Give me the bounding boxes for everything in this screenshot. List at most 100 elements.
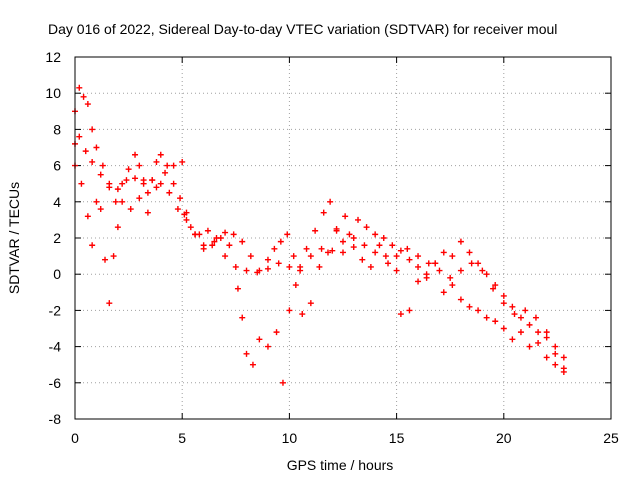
x-tick-label: 15 xyxy=(389,430,405,446)
data-point xyxy=(355,216,362,223)
data-point xyxy=(200,245,207,252)
y-tick-label: 12 xyxy=(45,49,61,65)
data-point xyxy=(162,169,169,176)
data-point xyxy=(153,184,160,191)
data-point xyxy=(500,325,507,332)
data-point xyxy=(204,227,211,234)
data-point xyxy=(97,206,104,213)
data-point xyxy=(532,314,539,321)
data-point xyxy=(312,227,319,234)
tick-layer: 0 5 10 15 20 25 -8 -6 -4 -2 0 2 4 6 8 10 12 xyxy=(45,49,619,446)
data-point xyxy=(170,162,177,169)
data-point xyxy=(84,101,91,108)
data-point xyxy=(404,245,411,252)
data-point xyxy=(299,311,306,318)
data-point xyxy=(457,296,464,303)
data-point xyxy=(217,235,224,241)
data-point xyxy=(264,256,271,263)
y-tick-label: 6 xyxy=(53,158,61,174)
data-point xyxy=(380,235,387,241)
data-point xyxy=(119,198,126,205)
data-point xyxy=(78,180,85,187)
data-point xyxy=(271,245,278,252)
data-point xyxy=(466,303,473,310)
data-point xyxy=(511,311,518,318)
series-track-c xyxy=(72,158,567,386)
data-point xyxy=(367,263,374,270)
data-point xyxy=(303,245,310,252)
data-point xyxy=(324,249,331,256)
data-point xyxy=(112,198,119,205)
data-point xyxy=(166,189,173,196)
data-point xyxy=(230,231,237,238)
x-axis-label: GPS time / hours xyxy=(287,457,394,473)
data-point xyxy=(340,249,346,256)
data-point xyxy=(132,175,139,182)
data-point xyxy=(82,148,89,155)
data-point xyxy=(170,180,177,187)
data-point xyxy=(284,231,291,238)
data-point xyxy=(492,318,499,325)
data-point xyxy=(123,177,130,184)
data-point xyxy=(372,249,379,256)
data-point xyxy=(264,265,271,272)
data-point xyxy=(492,282,499,289)
data-point xyxy=(316,263,323,270)
data-point xyxy=(552,361,559,368)
data-point xyxy=(535,339,542,346)
data-point xyxy=(290,253,297,260)
data-point xyxy=(144,209,151,216)
data-point xyxy=(500,300,507,307)
plot-frame xyxy=(74,56,612,420)
data-point xyxy=(406,256,413,263)
data-point xyxy=(543,329,550,336)
data-point xyxy=(106,180,113,187)
data-point xyxy=(320,209,327,216)
data-point xyxy=(106,300,113,307)
data-point xyxy=(243,350,250,357)
data-point xyxy=(382,253,389,260)
data-point xyxy=(393,253,400,260)
data-point xyxy=(447,274,454,281)
data-point xyxy=(136,195,143,202)
chart-title: Day 016 of 2022, Sidereal Day-to-day VTE… xyxy=(48,21,557,37)
data-point xyxy=(99,162,106,169)
data-point xyxy=(114,224,121,231)
data-point xyxy=(333,227,340,234)
data-point xyxy=(279,379,286,386)
x-tick-label: 5 xyxy=(178,430,186,446)
data-point xyxy=(440,249,447,256)
data-point xyxy=(222,253,229,260)
data-point xyxy=(80,93,87,100)
data-point xyxy=(164,162,171,169)
data-point xyxy=(264,343,271,350)
data-point xyxy=(144,189,151,196)
data-point xyxy=(157,151,164,158)
data-point xyxy=(397,247,404,254)
data-point xyxy=(136,162,143,169)
y-tick-label: -4 xyxy=(49,339,62,355)
data-point xyxy=(127,206,134,213)
data-point xyxy=(76,84,83,91)
data-point xyxy=(177,195,184,202)
data-point xyxy=(125,166,132,173)
data-point xyxy=(277,238,284,245)
data-point xyxy=(84,213,91,220)
data-point xyxy=(222,229,229,236)
data-point xyxy=(286,307,293,314)
grid-layer xyxy=(75,57,611,419)
y-tick-label: -6 xyxy=(49,375,62,391)
data-point xyxy=(76,133,83,140)
data-point xyxy=(110,253,117,260)
y-tick-label: 2 xyxy=(53,230,61,246)
data-point xyxy=(490,285,497,292)
data-point xyxy=(500,292,507,299)
data-point xyxy=(560,354,567,361)
data-point xyxy=(468,260,475,267)
data-point xyxy=(327,198,334,205)
data-point xyxy=(509,303,516,310)
x-tick-label: 20 xyxy=(496,430,512,446)
data-point xyxy=(415,278,422,285)
data-point xyxy=(179,158,186,165)
data-point xyxy=(432,260,439,267)
